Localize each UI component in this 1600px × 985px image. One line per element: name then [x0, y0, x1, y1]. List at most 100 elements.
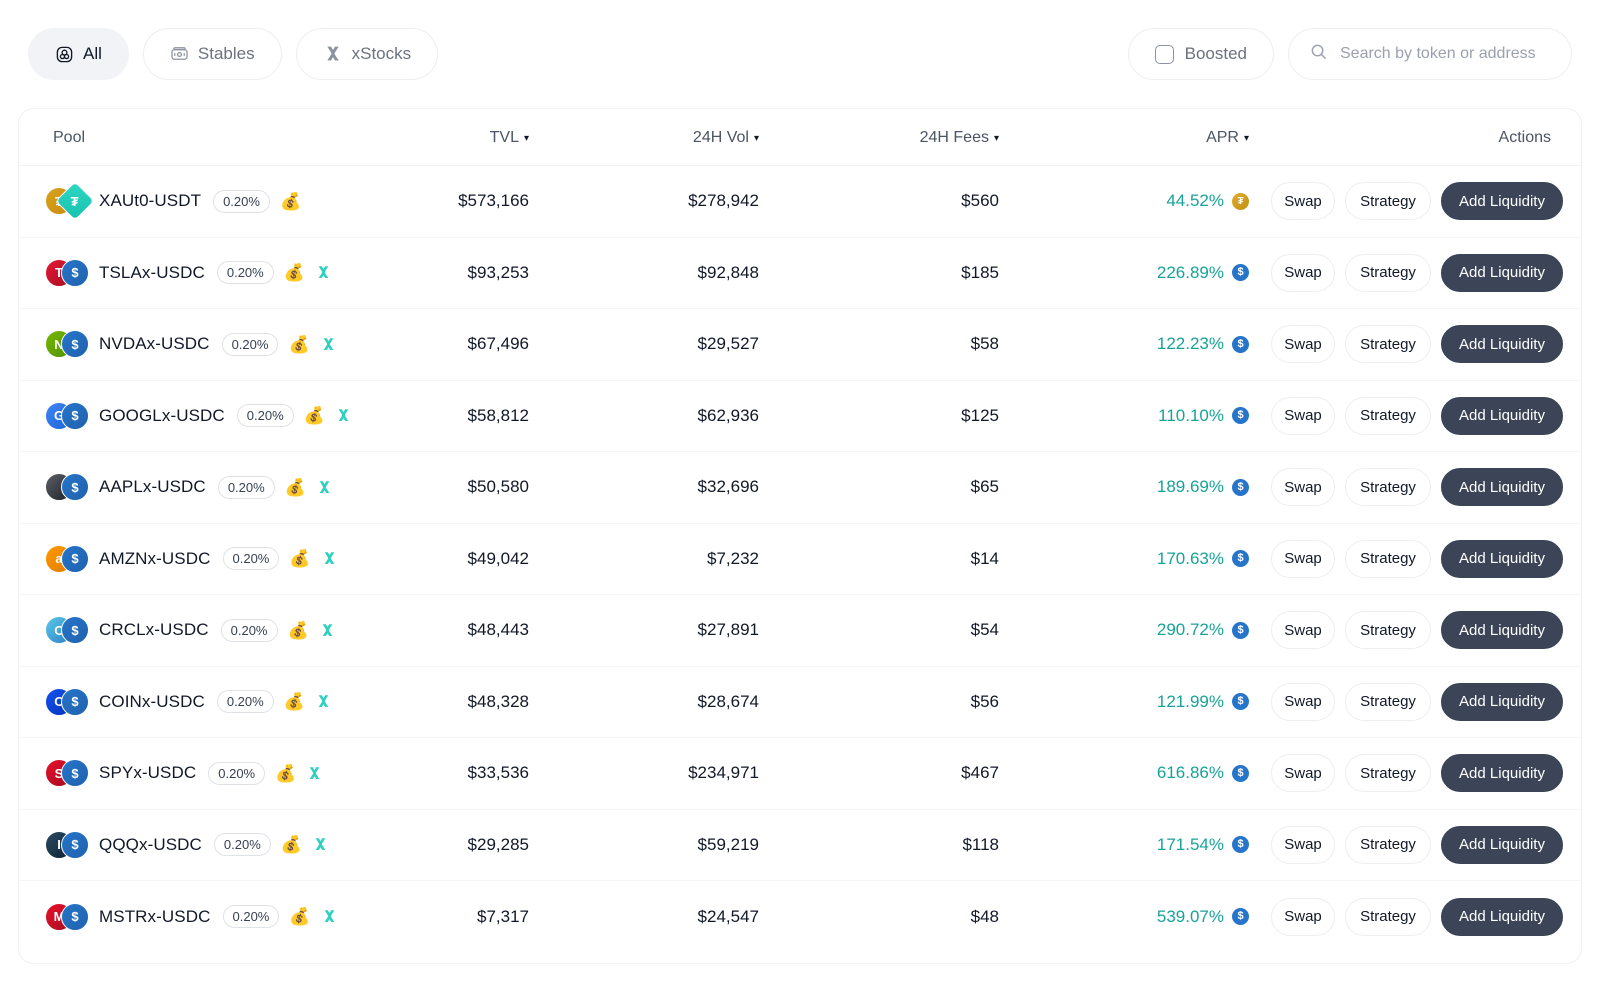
column-header-fees[interactable]: 24H Fees ▾ — [759, 109, 999, 166]
cell-24h-fees: $48 — [970, 906, 999, 926]
filter-chip-xstocks[interactable]: xStocks — [295, 28, 439, 80]
pool-name: GOOGLx-USDC — [99, 405, 225, 425]
search-box[interactable] — [1288, 28, 1572, 80]
table-row[interactable]: N $ NVDAx-USDC 0.20% 💰 $67,496 $29,527 $58 122.2… — [19, 309, 1581, 381]
add-liquidity-button[interactable]: Add Liquidity — [1441, 253, 1563, 292]
token-icon: $ — [61, 401, 89, 430]
cell-actions: Swap Strategy Add Liquidity — [1249, 738, 1581, 810]
apr-value: 616.86% — [1156, 763, 1224, 783]
cell-actions: Swap Strategy Add Liquidity — [1249, 595, 1581, 667]
usdc-icon: $ — [1232, 264, 1249, 282]
apr-value: 44.52% — [1166, 191, 1224, 211]
swap-button[interactable]: Swap — [1271, 396, 1335, 435]
sort-caret-icon[interactable]: ▾ — [993, 133, 999, 144]
swap-button[interactable]: Swap — [1271, 182, 1335, 221]
add-liquidity-button[interactable]: Add Liquidity — [1441, 682, 1563, 721]
boosted-filter-toggle[interactable]: Boosted — [1127, 28, 1274, 80]
add-liquidity-button[interactable]: Add Liquidity — [1441, 825, 1563, 864]
cell-actions: Swap Strategy Add Liquidity — [1249, 380, 1581, 452]
strategy-button[interactable]: Strategy — [1345, 468, 1431, 507]
cell-apr: 189.69% $ — [999, 452, 1249, 524]
strategy-button[interactable]: Strategy — [1345, 253, 1431, 292]
fee-tier-badge: 0.20% — [213, 189, 270, 213]
strategy-button[interactable]: Strategy — [1345, 682, 1431, 721]
add-liquidity-button[interactable]: Add Liquidity — [1441, 897, 1563, 936]
strategy-button[interactable]: Strategy — [1345, 897, 1431, 936]
sort-caret-icon[interactable]: ▾ — [523, 133, 529, 144]
apr-value: 110.10% — [1158, 405, 1224, 425]
table-row[interactable]: a $ AMZNx-USDC 0.20% 💰 $49,042 $7,232 $14 170.63… — [19, 523, 1581, 595]
usdc-icon: $ — [1232, 478, 1249, 496]
add-liquidity-button[interactable]: Add Liquidity — [1441, 396, 1563, 435]
table-row[interactable]: M $ MSTRx-USDC 0.20% 💰 $7,317 $24,547 $48 539.07… — [19, 881, 1581, 953]
strategy-button[interactable]: Strategy — [1345, 611, 1431, 650]
swap-button[interactable]: Swap — [1271, 539, 1335, 578]
fee-tier-badge: 0.20% — [222, 905, 280, 928]
xstocks-badge-icon — [318, 695, 329, 708]
cell-24h-vol: $32,696 — [697, 477, 759, 497]
table-row[interactable]: T $ TSLAx-USDC 0.20% 💰 $93,253 $92,848 $185 226.… — [19, 237, 1581, 309]
swap-button[interactable]: Swap — [1271, 325, 1335, 364]
swap-button[interactable]: Swap — [1271, 468, 1335, 507]
add-liquidity-button[interactable]: Add Liquidity — [1441, 539, 1563, 578]
cell-actions: Swap Strategy Add Liquidity — [1249, 523, 1581, 595]
swap-button[interactable]: Swap — [1271, 754, 1335, 793]
cell-tvl: $49,042 — [467, 548, 529, 568]
cell-pool: $ AAPLx-USDC 0.20% 💰 — [19, 452, 359, 524]
cell-pool: ₮₮XAUt0-USDT 0.20% 💰 — [19, 166, 359, 238]
pool-name: TSLAx-USDC — [99, 262, 205, 282]
cell-24h-fees: $54 — [970, 620, 999, 640]
usdc-icon: $ — [1232, 764, 1249, 782]
swap-button[interactable]: Swap — [1271, 682, 1335, 721]
add-liquidity-button[interactable]: Add Liquidity — [1441, 611, 1563, 650]
add-liquidity-button[interactable]: Add Liquidity — [1441, 754, 1563, 793]
fee-tier-badge: 0.20% — [220, 618, 278, 642]
add-liquidity-button[interactable]: Add Liquidity — [1441, 468, 1563, 507]
table-row[interactable]: I $ QQQx-USDC 0.20% 💰 $29,285 $59,219 $118 171.5… — [19, 809, 1581, 881]
swap-button[interactable]: Swap — [1271, 825, 1335, 864]
strategy-button[interactable]: Strategy — [1345, 754, 1431, 793]
filter-toolbar: All Stables — [0, 0, 1600, 108]
strategy-button[interactable]: Strategy — [1345, 396, 1431, 435]
column-header-pool-label: Pool — [53, 129, 86, 146]
filter-chip-stables[interactable]: Stables — [142, 28, 282, 80]
strategy-button[interactable]: Strategy — [1345, 325, 1431, 364]
search-input[interactable] — [1340, 45, 1551, 63]
column-header-tvl[interactable]: TVL ▾ — [359, 109, 529, 166]
table-row[interactable]: G $ GOOGLx-USDC 0.20% 💰 $58,812 $62,936 $125 110… — [19, 380, 1581, 452]
add-liquidity-button[interactable]: Add Liquidity — [1441, 182, 1563, 221]
fee-tier-badge: 0.20% — [208, 761, 266, 785]
table-row[interactable]: C $ CRCLx-USDC 0.20% 💰 $48,443 $27,891 $54 290.7… — [19, 595, 1581, 667]
xstocks-badge-icon — [319, 481, 330, 493]
strategy-button[interactable]: Strategy — [1345, 182, 1431, 221]
strategy-button[interactable]: Strategy — [1345, 539, 1431, 578]
xstocks-badge-icon — [324, 910, 334, 923]
table-row[interactable]: $ AAPLx-USDC 0.20% 💰 $50,580 $32,696 $65 189.69… — [19, 452, 1581, 524]
cell-24h-fees: $58 — [970, 334, 999, 354]
pool-name: CRCLx-USDC — [99, 620, 209, 640]
table-row[interactable]: S $ SPYx-USDC 0.20% 💰 $33,536 $234,971 $467 616.… — [19, 738, 1581, 810]
token-icon: $ — [61, 830, 89, 859]
sort-caret-icon[interactable]: ▾ — [753, 133, 759, 144]
table-row[interactable]: C $ COINx-USDC 0.20% 💰 $48,328 $28,674 $56 121.9… — [19, 666, 1581, 738]
cell-24h-fees: $65 — [970, 477, 999, 497]
column-header-apr[interactable]: APR ▾ — [999, 109, 1249, 166]
cell-pool: I $ QQQx-USDC 0.20% 💰 — [19, 809, 359, 881]
sort-caret-icon[interactable]: ▾ — [1243, 133, 1249, 144]
fee-tier-badge: 0.20% — [222, 547, 280, 571]
cell-apr: 122.23% $ — [999, 309, 1249, 381]
swap-button[interactable]: Swap — [1271, 897, 1335, 936]
token-pair-icons: C $ — [45, 616, 89, 645]
pool-name: AAPLx-USDC — [99, 477, 206, 497]
checkbox-icon[interactable] — [1154, 44, 1174, 64]
column-header-vol[interactable]: 24H Vol ▾ — [529, 109, 759, 166]
table-row[interactable]: ₮₮XAUt0-USDT0.20%💰$573,166$278,942$56044… — [19, 166, 1581, 238]
swap-button[interactable]: Swap — [1271, 253, 1335, 292]
fee-tier-badge: 0.20% — [217, 475, 275, 499]
swap-button[interactable]: Swap — [1271, 611, 1335, 650]
add-liquidity-button[interactable]: Add Liquidity — [1441, 325, 1563, 364]
filter-chip-all-label: All — [83, 44, 102, 63]
filter-chip-all[interactable]: All — [28, 28, 129, 80]
strategy-button[interactable]: Strategy — [1345, 825, 1431, 864]
cell-apr: 121.99% $ — [999, 666, 1249, 738]
